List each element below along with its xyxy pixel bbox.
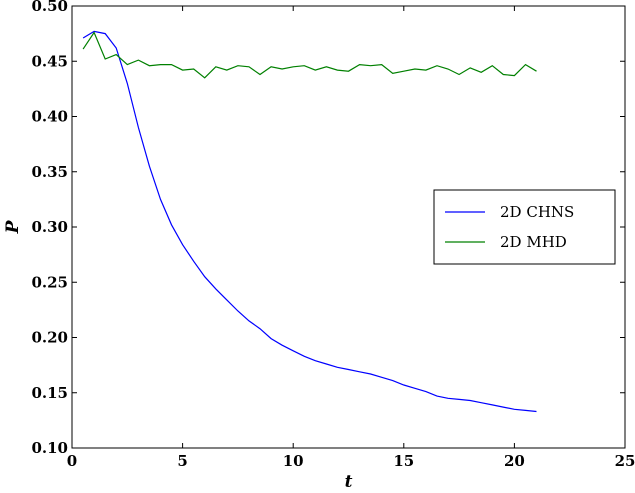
y-tick-label: 0.20 [31, 329, 68, 347]
x-tick-label: 5 [177, 452, 187, 470]
x-tick-label: 10 [283, 452, 304, 470]
legend: 2D CHNS 2D MHD [433, 189, 616, 265]
x-tick-label: 25 [615, 452, 635, 470]
y-tick-label: 0.30 [31, 218, 68, 236]
y-tick-label: 0.10 [31, 439, 68, 457]
series-layer [82, 30, 537, 413]
x-tick-label: 0 [67, 452, 77, 470]
y-tick-label: 0.15 [31, 384, 68, 402]
legend-box [433, 189, 616, 265]
y-tick-label: 0.45 [31, 52, 68, 70]
x-tick-label: 15 [393, 452, 414, 470]
legend-label-mhd: 2D MHD [500, 233, 567, 251]
y-tick-label: 0.25 [31, 273, 68, 291]
y-tick-label: 0.50 [31, 0, 68, 15]
legend-label-chns: 2D CHNS [500, 203, 574, 221]
y-tick-label: 0.35 [31, 163, 68, 181]
y-tick-label: 0.40 [31, 108, 68, 126]
y-axis-label: P [3, 219, 23, 234]
ticks-layer: 0 5 10 15 20 25 0.10 0.15 0.20 0.25 0.30 0.35 0.40 0.… [31, 0, 635, 470]
series-line-0 [82, 30, 537, 413]
series-line-1 [82, 31, 537, 79]
x-axis-label: t [345, 472, 353, 492]
x-tick-label: 20 [504, 452, 525, 470]
